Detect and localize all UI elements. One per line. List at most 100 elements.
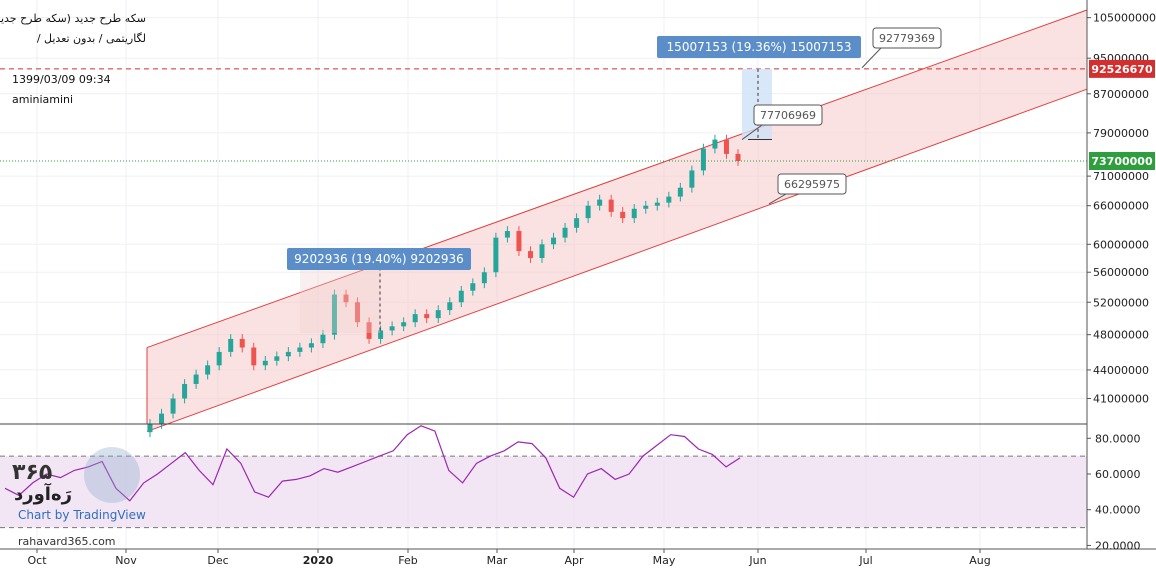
measure-2-label-text: 15007153 (19.36%) 15007153: [667, 40, 852, 54]
candle: [631, 203, 637, 224]
candle: [401, 317, 407, 332]
candle: [597, 194, 603, 211]
candle: [424, 309, 430, 324]
channel-lower-line: [146, 88, 1088, 432]
measure-2-label-bg: [657, 36, 861, 58]
y-tick-label: 79000000: [1093, 127, 1149, 140]
candle: [285, 347, 291, 362]
measure-1-label: 9202936 (19.40%) 9202936: [287, 248, 471, 270]
callout: 77706969: [741, 104, 823, 140]
candle: [620, 207, 626, 224]
symbol-title: سکه طرح جدید (سکه طرح جدید) / کالا: [0, 12, 146, 25]
callout: 92779369: [861, 27, 942, 69]
candle: [366, 317, 372, 344]
candle: [551, 232, 557, 250]
candle-body: [412, 314, 418, 323]
rsi-band: [0, 456, 1087, 528]
callout-pointer: [768, 193, 787, 205]
rsi-tick-label: 80.0000: [1095, 432, 1141, 445]
callout-box: [777, 173, 847, 195]
x-tick-label: Dec: [207, 554, 228, 567]
candle: [458, 285, 464, 308]
candle: [654, 197, 660, 211]
candle: [470, 278, 476, 296]
candle-body: [493, 237, 499, 273]
horizontal-lines: [0, 68, 1087, 162]
candles: [147, 134, 741, 438]
candle: [527, 246, 533, 263]
candle: [331, 289, 337, 340]
candle: [262, 355, 268, 371]
candle: [308, 338, 314, 353]
candle: [700, 143, 706, 176]
candle-body: [216, 351, 222, 366]
candle: [493, 232, 499, 278]
candle: [297, 342, 303, 357]
candle-body: [193, 374, 199, 384]
candle: [159, 408, 165, 429]
candle: [562, 222, 568, 243]
candle-body: [458, 290, 464, 303]
y-tick-label: 60000000: [1093, 238, 1149, 251]
candle-body: [735, 153, 741, 162]
target-price-tag-bg: [1089, 59, 1155, 78]
candle: [412, 309, 418, 328]
candle-body: [447, 302, 453, 311]
current-price-tag-text: 73700000: [1091, 155, 1153, 168]
y-tick-label: 66000000: [1093, 200, 1149, 213]
candle: [643, 200, 649, 214]
callout-text: 77706969: [760, 109, 816, 122]
rsi-line: [4, 425, 741, 502]
y-tick-label: 87000000: [1093, 88, 1149, 101]
candle-body: [677, 187, 683, 197]
candle-body: [182, 383, 188, 399]
y-tick-label: 105000000: [1093, 12, 1156, 25]
x-tick-label: May: [653, 554, 676, 567]
measure-2-area: [742, 68, 772, 140]
candle: [712, 134, 718, 154]
candle-body: [343, 294, 349, 303]
x-tick-label: Apr: [564, 554, 584, 567]
candle: [355, 297, 361, 328]
candle-body: [205, 365, 211, 375]
candle: [723, 134, 729, 159]
candle: [274, 351, 280, 366]
candle: [666, 191, 672, 208]
rsi-tick-label: 40.0000: [1095, 504, 1141, 517]
candle-body: [228, 338, 234, 352]
candle-body: [274, 356, 280, 361]
candle-body: [308, 343, 314, 348]
candle-body: [147, 424, 153, 433]
candle: [608, 194, 614, 217]
current-price-tag: 73700000: [1089, 152, 1155, 171]
candle-body: [262, 360, 268, 366]
candle-body: [170, 398, 176, 414]
candle: [689, 165, 695, 193]
candle-body: [712, 139, 718, 149]
x-tick-label: Jun: [748, 554, 766, 567]
callout-text: 92779369: [879, 32, 935, 45]
candle: [585, 200, 591, 224]
candle: [193, 369, 199, 389]
x-tick-label: Mar: [487, 554, 508, 567]
x-tick-label: Jul: [858, 554, 872, 567]
channel-upper-line: [146, 9, 1088, 349]
candle: [677, 182, 683, 202]
candle: [435, 305, 441, 324]
timestamp: 1399/03/09 09:34: [12, 73, 111, 86]
candle-body: [574, 218, 580, 228]
x-tick-label: Nov: [115, 554, 137, 567]
candle: [205, 360, 211, 380]
measure-1-label-bg: [287, 248, 471, 270]
candle: [481, 267, 487, 289]
candle-body: [481, 272, 487, 284]
tradingview-link[interactable]: Chart by TradingView: [18, 508, 146, 522]
candle: [147, 419, 153, 438]
candle-body: [527, 251, 533, 259]
candle-body: [355, 302, 361, 323]
candle: [343, 289, 349, 308]
target-price-tag: 92526670: [1089, 59, 1155, 78]
candle: [251, 342, 257, 371]
